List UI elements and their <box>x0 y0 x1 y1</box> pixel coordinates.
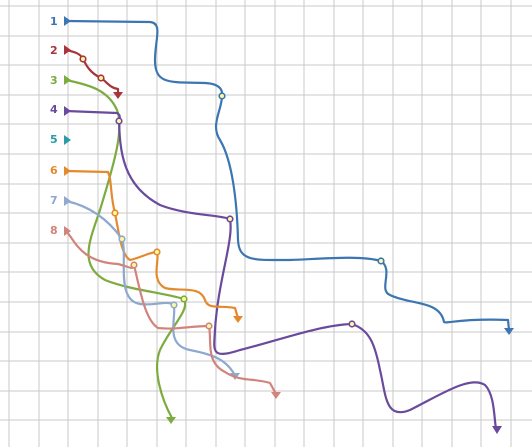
path-2-line <box>64 48 120 96</box>
path-8 <box>64 226 281 399</box>
path-5-start-marker <box>64 135 71 145</box>
row-label-8: 8 <box>50 224 58 237</box>
path-3-start-marker <box>64 75 71 85</box>
row-label-4: 4 <box>50 103 58 116</box>
path-6-waypoint <box>153 248 161 256</box>
path-4-waypoint <box>226 215 234 223</box>
path-7 <box>64 196 240 380</box>
path-3-line <box>64 78 187 422</box>
arrow-down-icon <box>233 316 243 323</box>
arrow-down-icon <box>271 392 281 399</box>
row-label-5: 5 <box>50 133 58 146</box>
path-6-line <box>64 169 240 320</box>
path-1-waypoint <box>377 257 385 265</box>
row-label-1: 1 <box>50 15 58 28</box>
path-2-waypoint <box>97 74 105 82</box>
row-labels: 1 2 3 4 5 6 7 8 <box>50 15 58 237</box>
path-8-line <box>64 229 278 396</box>
path-4 <box>64 106 502 434</box>
path-7-waypoint <box>170 301 178 309</box>
path-2-waypoint <box>79 55 87 63</box>
path-7-line <box>64 199 237 378</box>
path-4-waypoint <box>348 320 356 328</box>
arrow-down-icon <box>492 426 502 434</box>
path-2 <box>64 45 123 99</box>
path-6-waypoint <box>111 209 119 217</box>
path-1-start-marker <box>64 16 71 26</box>
path-7-start-marker <box>64 196 71 206</box>
path-5 <box>64 135 71 145</box>
path-4-waypoint <box>115 117 123 125</box>
path-1-waypoint <box>218 92 226 100</box>
path-6 <box>64 166 243 323</box>
row-label-7: 7 <box>50 194 58 207</box>
arrow-down-icon <box>166 417 176 424</box>
path-4-start-marker <box>64 106 71 116</box>
path-1-line <box>64 19 511 332</box>
row-label-2: 2 <box>50 44 58 57</box>
row-label-3: 3 <box>50 74 58 87</box>
path-1 <box>64 16 514 335</box>
path-4-line <box>64 109 498 430</box>
arrow-down-icon <box>113 92 123 99</box>
path-3-waypoint <box>180 295 188 303</box>
path-8-waypoint <box>130 261 138 269</box>
path-3 <box>64 75 188 424</box>
row-label-6: 6 <box>50 164 58 177</box>
path-7-waypoint <box>118 235 126 243</box>
path-8-start-marker <box>64 226 71 236</box>
path-6-start-marker <box>64 166 71 176</box>
arrow-down-icon <box>504 328 514 335</box>
path-8-waypoint <box>205 322 213 330</box>
path-2-start-marker <box>64 45 71 55</box>
